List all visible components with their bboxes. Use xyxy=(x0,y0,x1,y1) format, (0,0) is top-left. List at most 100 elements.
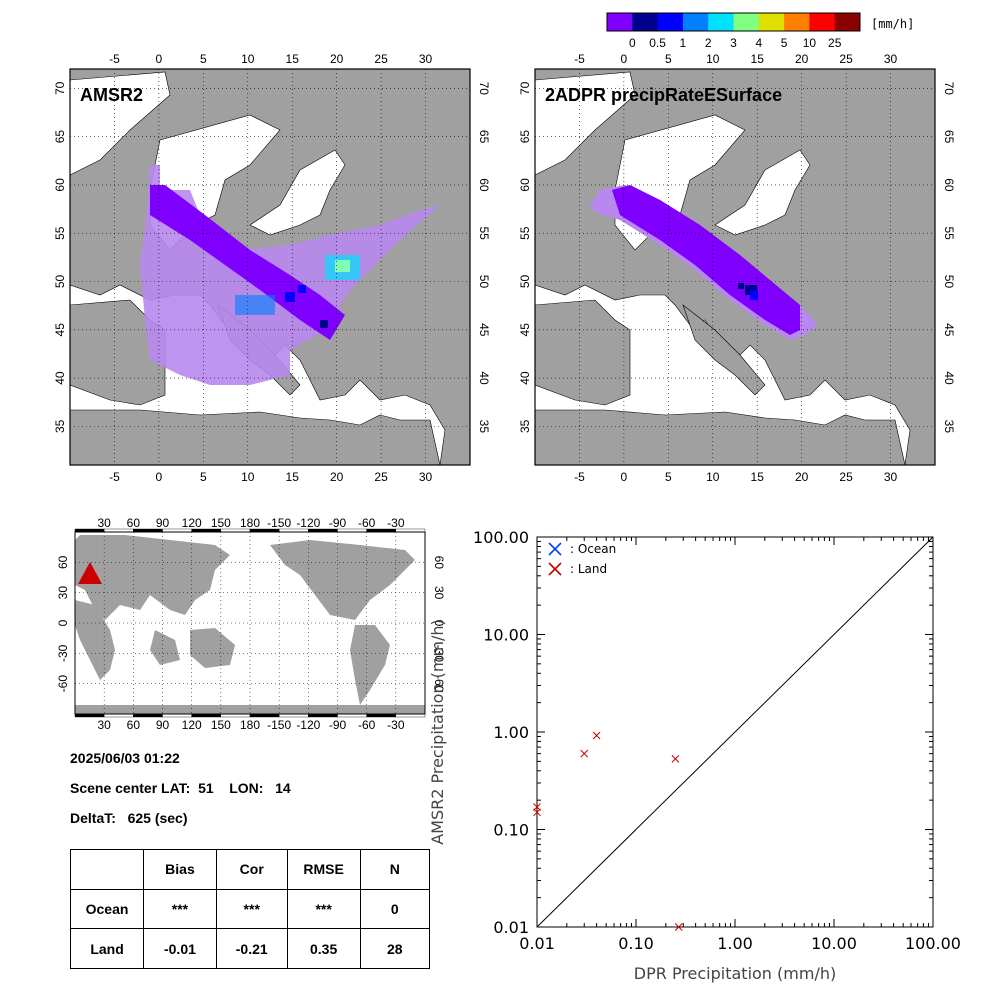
lat-tick-label: 50 xyxy=(942,275,956,289)
lat-tick-label: 45 xyxy=(942,323,956,337)
table-cell: *** xyxy=(215,888,288,930)
lat-tick-label: 60 xyxy=(518,178,532,192)
colorbar-swatch xyxy=(682,13,709,31)
lat-tick-label: 45 xyxy=(518,323,532,337)
world-lat-tick-label: -30 xyxy=(432,645,446,663)
legend-label: : Ocean xyxy=(570,542,616,556)
lon-tick-label: 15 xyxy=(286,470,300,484)
world-lon-tick-label: -30 xyxy=(387,516,405,530)
y-tick-label: 0.10 xyxy=(493,821,529,840)
lat-tick-label: 55 xyxy=(518,226,532,240)
colorbar-label: 3 xyxy=(730,36,737,50)
colorbar-label: 4 xyxy=(755,36,762,50)
x-axis-label: DPR Precipitation (mm/h) xyxy=(634,964,836,983)
colorbar-swatch xyxy=(809,13,836,31)
lon-tick-label: 30 xyxy=(419,52,433,66)
scatter-plot: 0.01 0.10 1.00 10.00 100.00 0.01 0.10 1.00 10.00… xyxy=(428,528,961,983)
table-header-row: Bias Cor RMSE N xyxy=(69,849,431,890)
y-tick-label: 0.01 xyxy=(493,918,529,937)
y-tick-label: 100.00 xyxy=(473,528,529,547)
lat-tick-label: 45 xyxy=(53,323,67,337)
x-tick-label: 0.10 xyxy=(618,934,654,953)
lon-tick-label: 10 xyxy=(706,52,720,66)
lat-tick-label: 70 xyxy=(942,82,956,96)
dpr-swath xyxy=(590,185,818,340)
lon-tick-label: -5 xyxy=(574,470,585,484)
colorbar: [mm/h] 0 0.5 1 2 3 4 5 10 25 xyxy=(606,12,914,50)
lat-tick-label: 45 xyxy=(477,323,491,337)
lon-tick-label: 15 xyxy=(751,470,765,484)
world-lon-tick-label: 120 xyxy=(182,718,202,732)
colorbar-label: 10 xyxy=(803,36,817,50)
amsr2-map-title: AMSR2 xyxy=(80,85,143,105)
lon-tick-label: 0 xyxy=(156,52,163,66)
lon-tick-label: 5 xyxy=(665,470,672,484)
lon-tick-label: -5 xyxy=(109,52,120,66)
x-tick-label: 0.01 xyxy=(519,934,555,953)
world-lat-tick-label: 30 xyxy=(432,586,446,600)
colorbar-label: 2 xyxy=(705,36,712,50)
world-lon-tick-label: 180 xyxy=(240,516,260,530)
lon-tick-label: 5 xyxy=(200,470,207,484)
lat-tick-label: 35 xyxy=(477,420,491,434)
scene-center: Scene center LAT: 51 LON: 14 xyxy=(70,780,291,796)
lon-tick-label: 0 xyxy=(621,470,628,484)
lat-tick-label: 65 xyxy=(942,130,956,144)
data-point-land xyxy=(592,731,601,740)
world-lon-tick-label: 90 xyxy=(156,516,170,530)
world-lat-tick-label: 0 xyxy=(432,620,446,627)
world-lon-tick-label: 30 xyxy=(97,718,111,732)
lat-tick-label: 50 xyxy=(518,274,532,288)
y-axis-label: AMSR2 Precipitation (mm/h) xyxy=(428,619,447,845)
x-tick-label: 100.00 xyxy=(905,934,961,953)
data-point-land xyxy=(671,755,680,763)
colorbar-label: 1 xyxy=(680,36,687,50)
world-lon-tick-label: 60 xyxy=(127,516,141,530)
world-lat-tick-label: 60 xyxy=(432,556,446,570)
lon-tick-label: -5 xyxy=(574,52,585,66)
table-cell: 0 xyxy=(359,888,431,930)
lon-tick-label: 10 xyxy=(706,470,720,484)
lat-tick-label: 60 xyxy=(942,178,956,192)
y-tick-label: 1.00 xyxy=(493,723,529,742)
lon-tick-label: 25 xyxy=(839,52,853,66)
lat-tick-label: 40 xyxy=(477,371,491,385)
lon-tick-label: 20 xyxy=(795,52,809,66)
delta-t: DeltaT: 625 (sec) xyxy=(70,810,188,826)
world-lon-tick-label: 150 xyxy=(211,718,231,732)
world-lon-tick-label: 60 xyxy=(127,718,141,732)
world-lon-tick-label: -120 xyxy=(296,718,320,732)
legend-label: : Land xyxy=(570,562,607,576)
table-header-cell: Bias xyxy=(143,849,217,890)
colorbar-swatch xyxy=(708,13,734,31)
table-header-cell: RMSE xyxy=(286,849,361,890)
x-tick-label: 10.00 xyxy=(811,934,857,953)
lat-tick-label: 50 xyxy=(477,275,491,289)
lat-tick-label: 40 xyxy=(942,371,956,385)
lon-tick-label: 30 xyxy=(884,470,898,484)
data-point-land xyxy=(580,749,589,758)
lat-tick-label: 70 xyxy=(53,81,67,95)
table-cell: -0.21 xyxy=(215,928,288,969)
colorbar-swatch xyxy=(632,13,659,31)
legend-marker xyxy=(548,542,562,556)
world-lon-tick-label: -90 xyxy=(329,718,347,732)
lat-tick-label: 40 xyxy=(518,371,532,385)
colorbar-swatch xyxy=(607,13,633,31)
data-point-land xyxy=(674,923,683,931)
world-lon-tick-label: 150 xyxy=(211,516,231,530)
observation-datetime: 2025/06/03 01:22 xyxy=(70,750,180,766)
scene-location-marker xyxy=(78,562,102,584)
lat-tick-label: 70 xyxy=(477,82,491,96)
lon-tick-label: 25 xyxy=(374,52,388,66)
lon-tick-label: 15 xyxy=(751,52,765,66)
world-lat-tick-label: 30 xyxy=(56,586,70,600)
world-lat-tick-label: 0 xyxy=(56,619,70,626)
colorbar-label: 5 xyxy=(781,36,788,50)
world-lon-tick-label: 120 xyxy=(182,516,202,530)
lon-tick-label: 10 xyxy=(241,470,255,484)
table-cell: *** xyxy=(143,888,217,930)
table-cell: 28 xyxy=(359,928,431,969)
lon-tick-label: 30 xyxy=(419,470,433,484)
